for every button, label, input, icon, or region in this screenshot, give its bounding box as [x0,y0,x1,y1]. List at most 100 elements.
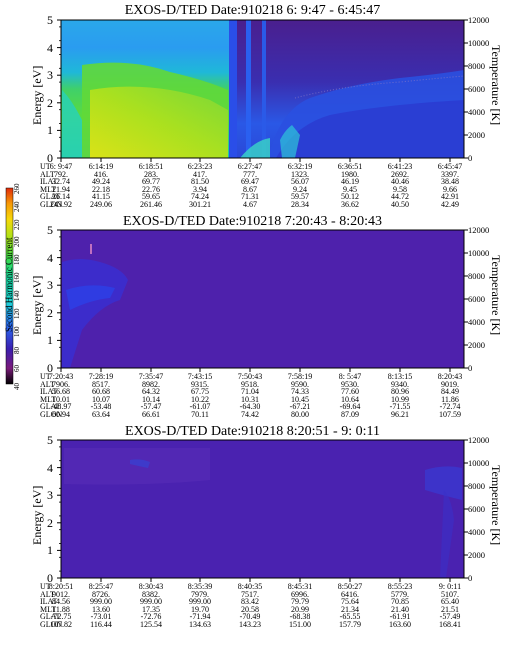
table-cell: 80.00 [291,409,309,419]
y-tick-label: 1 [47,543,53,558]
row-label: ALT [40,169,55,179]
table-cell: 5107. [441,589,459,599]
panel-2-y2label: Temperature [K] [489,255,503,336]
table-cell: 8:35:39 [187,582,213,591]
table-cell: 22.18 [92,184,110,194]
table-cell: 44.72 [391,192,409,202]
table-cell: 77.60 [341,387,359,397]
table-cell: 8:20:43 [437,372,463,381]
table-cell: 9.58 [393,184,407,194]
table-cell: 10.22 [191,394,209,404]
table-cell: 10.45 [291,394,309,404]
table-cell: 41.15 [92,192,110,202]
table-cell: 8517. [92,379,110,389]
table-row-mlt: MLT 10.01 10.07 10.14 10.22 10.31 10.45 10.64 10… [40,394,470,404]
table-cell: 56.68 [52,387,70,397]
table-cell: -67.21 [289,402,311,412]
table-cell: 74.42 [241,409,259,419]
table-cell: 125.54 [140,619,162,629]
table-row-ilat: ILAT 84.56 999.00 999.00 999.00 83.42 79.79 75.… [40,598,470,606]
table-cell: 6:41:23 [387,162,413,171]
colorbar-tick-label: 240 [13,201,21,212]
table-row-alt: ALT 7906. 8517. 8982. 9315. 9518. 9590. 9530. 93… [40,379,470,389]
table-row-alt: ALT 9012. 8726. 8382. 7979. 7517. 6996. 6416. 57… [40,589,470,599]
y-tick-label: 0 [47,151,53,165]
y-tick-label: 4 [47,40,53,55]
colorbar [5,187,14,385]
table-cell: -72.75 [50,612,72,622]
table-cell: 5779. [391,589,409,599]
table-cell: 50.12 [341,192,359,202]
table-row-glon: GLON 107.82 116.44 125.54 134.63 143.23 151.00… [40,621,470,629]
table-cell: 69.47 [241,177,259,187]
table-cell: 11.88 [52,604,70,614]
y-tick-label: 2 [47,95,53,110]
table-cell: 36.62 [341,199,359,209]
table-cell: -73.01 [90,612,112,622]
table-cell: 8:45:31 [287,582,313,591]
table-cell: 49.24 [92,177,110,187]
row-label: UT [40,582,51,591]
y2-tick-label: 4000 [468,317,485,327]
table-cell: 70.11 [191,409,209,419]
y-tick-label: 3 [47,68,53,83]
table-cell: 17.35 [142,604,160,614]
y-tick-label: 1 [47,123,53,138]
table-row-glon: GLON 60.94 63.64 66.61 70.11 74.42 80.00 87.09 9… [40,411,470,419]
y2-tick-label: 4000 [468,107,485,117]
table-cell: 13.60 [92,604,110,614]
panel-2-spectrogram [61,230,464,368]
table-cell: 38.48 [441,177,459,187]
table-cell: 2692. [391,169,409,179]
table-cell: 7906. [52,379,70,389]
table-cell: -71.94 [189,612,211,622]
row-label: GLAT [40,192,61,202]
table-cell: -72.74 [439,402,461,412]
table-cell: 6:14:19 [88,162,114,171]
y-tick-label: 4 [47,250,53,265]
table-cell: 999.00 [90,597,112,607]
table-cell: 6:36:51 [337,162,363,171]
table-cell: 7:50:43 [237,372,263,381]
table-cell: 75.64 [341,597,359,607]
table-cell: 64.32 [142,387,160,397]
table-row-ilat: ILAT 56.68 60.68 64.32 67.75 71.04 74.33 77.60 8… [40,388,470,396]
table-row-glat: GLAT -48.97 -53.48 -57.47 -61.07 -64.30 -67.21… [40,403,470,411]
colorbar-tick-label: 80 [13,347,21,355]
table-cell: 6:32:19 [287,162,313,171]
row-label: ALT [40,379,55,389]
table-cell: 83.42 [241,597,259,607]
table-cell: 42.91 [441,192,459,202]
row-label: GLON [40,409,63,419]
table-cell: 143.23 [239,619,261,629]
table-cell: 40.50 [391,199,409,209]
table-cell: -57.49 [439,612,461,622]
table-cell: 1323. [291,169,309,179]
panel-2-ephemeris-table: UT 7:20:43 7:28:19 7:35:47 7:43:15 7:50:43 7:5… [40,373,470,419]
table-cell: 60.94 [52,409,70,419]
colorbar-tick-label: 220 [13,219,21,230]
table-row-glon: GLON 243.92 249.06 261.46 301.21 4.67 28.34 36.… [40,201,470,209]
y-tick-label: 4 [47,460,53,475]
colorbar-tick-label: 120 [13,308,21,319]
colorbar-tick-label: 100 [13,326,21,337]
table-cell: 40.46 [391,177,409,187]
table-cell: 8:25:47 [88,582,114,591]
row-label: GLON [40,199,63,209]
y-tick-label: 3 [47,278,53,293]
table-row-alt: ALT 792. 416. 283. 417. 777. 1323. 1980. 2692. 33… [40,169,470,179]
table-cell: -61.07 [189,402,211,412]
table-cell: 65.40 [441,597,459,607]
panel-1-y2label: Temperature [K] [489,45,503,126]
table-cell: 46.19 [341,177,359,187]
table-row-glat: GLAT 26.14 41.15 59.65 74.24 71.31 59.57 50.12 4… [40,193,470,201]
table-cell: 7979. [191,589,209,599]
y2-tick-label: 12000 [468,225,490,235]
row-label: GLON [40,619,63,629]
table-cell: 70.85 [391,597,409,607]
table-cell: 21.34 [341,604,359,614]
table-cell: 69.77 [142,177,160,187]
table-cell: 66.61 [142,409,160,419]
table-cell: 8:40:35 [237,582,263,591]
table-cell: 56.07 [291,177,309,187]
